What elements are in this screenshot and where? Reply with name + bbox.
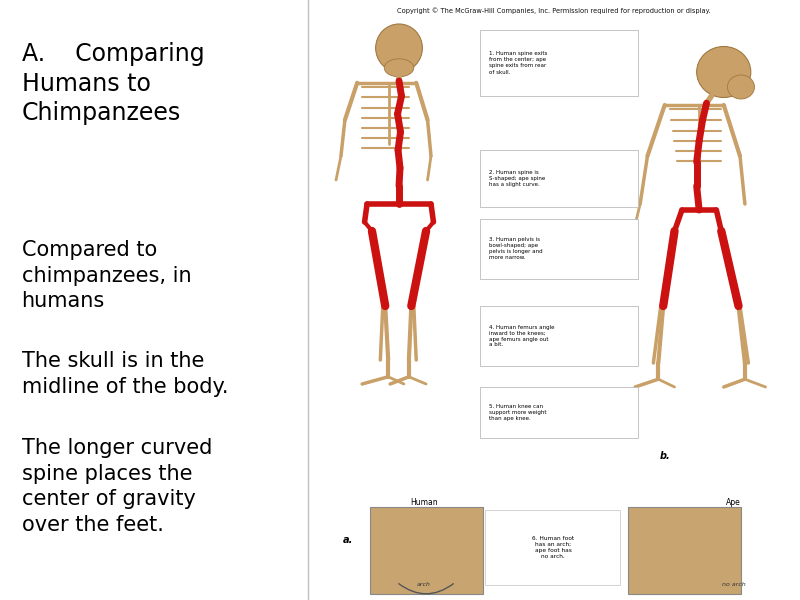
Text: 6. Human foot
has an arch;
ape foot has
no arch.: 6. Human foot has an arch; ape foot has … [532,536,574,559]
Text: 5. Human knee can
support more weight
than ape knee.: 5. Human knee can support more weight th… [489,404,546,421]
Ellipse shape [727,75,754,99]
FancyBboxPatch shape [628,507,741,594]
Text: Copyright © The McGraw-Hill Companies, Inc. Permission required for reproduction: Copyright © The McGraw-Hill Companies, I… [397,8,711,14]
Text: no arch: no arch [722,582,746,587]
Text: 2. Human spine is
S-shaped; ape spine
has a slight curve.: 2. Human spine is S-shaped; ape spine ha… [489,170,545,187]
Text: 4. Human femurs angle
inward to the knees;
ape femurs angle out
a bit.: 4. Human femurs angle inward to the knee… [489,325,554,347]
FancyBboxPatch shape [480,306,638,366]
Text: The longer curved
spine places the
center of gravity
over the feet.: The longer curved spine places the cente… [22,438,212,535]
Text: Human: Human [410,498,438,507]
FancyBboxPatch shape [480,30,638,96]
FancyBboxPatch shape [480,219,638,279]
Text: The skull is in the
midline of the body.: The skull is in the midline of the body. [22,351,228,397]
Ellipse shape [376,24,422,72]
FancyBboxPatch shape [485,510,621,585]
Text: arch: arch [417,582,430,587]
FancyBboxPatch shape [480,150,638,207]
Text: 1. Human spine exits
from the center; ape
spine exits from rear
of skull.: 1. Human spine exits from the center; ap… [489,52,547,74]
Text: a.: a. [342,535,353,545]
Text: b.: b. [660,451,670,461]
Text: Compared to
chimpanzees, in
humans: Compared to chimpanzees, in humans [22,240,191,311]
Ellipse shape [384,59,414,77]
FancyBboxPatch shape [370,507,482,594]
Text: Ape: Ape [726,498,741,507]
Text: A.    Comparing
Humans to
Chimpanzees: A. Comparing Humans to Chimpanzees [22,42,204,125]
Text: 3. Human pelvis is
bowl-shaped; ape
pelvis is longer and
more narrow.: 3. Human pelvis is bowl-shaped; ape pelv… [489,238,542,260]
Ellipse shape [697,46,750,97]
FancyBboxPatch shape [480,387,638,438]
